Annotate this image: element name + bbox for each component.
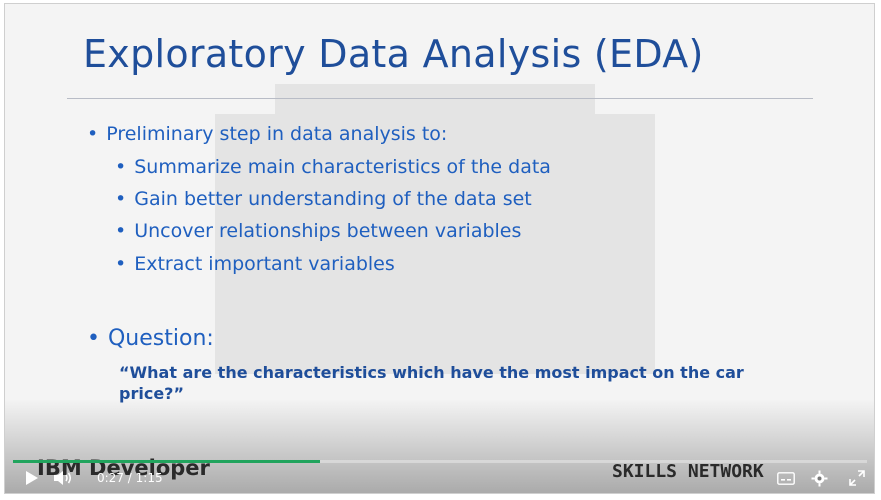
- closed-captions-icon[interactable]: [777, 472, 795, 485]
- sub-bullet-item: • Uncover relationships between variables: [115, 220, 521, 242]
- bullet-text: Gain better understanding of the data se…: [134, 188, 532, 210]
- bullet-text: Uncover relationships between variables: [134, 220, 522, 242]
- bullet-item-question: • Question:: [87, 326, 214, 351]
- settings-gear-icon[interactable]: [811, 470, 828, 487]
- title-divider: [67, 98, 813, 99]
- bullet-glyph: •: [115, 188, 127, 210]
- volume-icon[interactable]: [53, 469, 73, 487]
- book-watermark-graphic: [215, 84, 655, 374]
- bullet-glyph: •: [115, 156, 127, 178]
- bullet-text: Summarize main characteristics of the da…: [134, 156, 551, 178]
- duration: 1:15: [135, 471, 163, 485]
- sub-bullet-item: • Gain better understanding of the data s…: [115, 188, 532, 210]
- fullscreen-icon[interactable]: [849, 470, 865, 486]
- bullet-glyph: •: [115, 220, 127, 242]
- bullet-text: Question:: [107, 326, 214, 351]
- question-text: “What are the characteristics which have…: [119, 363, 744, 403]
- play-icon[interactable]: [25, 470, 39, 486]
- skills-network-logo: SKILLS NETWORK: [612, 461, 764, 482]
- video-player[interactable]: Exploratory Data Analysis (EDA) • Prelimi…: [4, 3, 875, 494]
- bullet-text: Extract important variables: [134, 253, 395, 275]
- bullet-glyph: •: [87, 326, 100, 351]
- progress-bar[interactable]: [13, 460, 867, 463]
- bullet-glyph: •: [87, 123, 99, 145]
- sub-bullet-item: • Summarize main characteristics of the d…: [115, 156, 551, 178]
- controls-gradient: [5, 399, 874, 493]
- slide-title: Exploratory Data Analysis (EDA): [83, 32, 704, 76]
- bullet-item: • Preliminary step in data analysis to:: [87, 123, 447, 145]
- bullet-text: Preliminary step in data analysis to:: [106, 123, 448, 145]
- time-display: 0:27 / 1:15: [97, 471, 163, 485]
- progress-bar-fill: [13, 460, 321, 463]
- sub-bullet-item: • Extract important variables: [115, 253, 395, 275]
- bullet-glyph: •: [115, 253, 127, 275]
- current-time: 0:27: [97, 471, 124, 485]
- time-separator: /: [127, 471, 132, 485]
